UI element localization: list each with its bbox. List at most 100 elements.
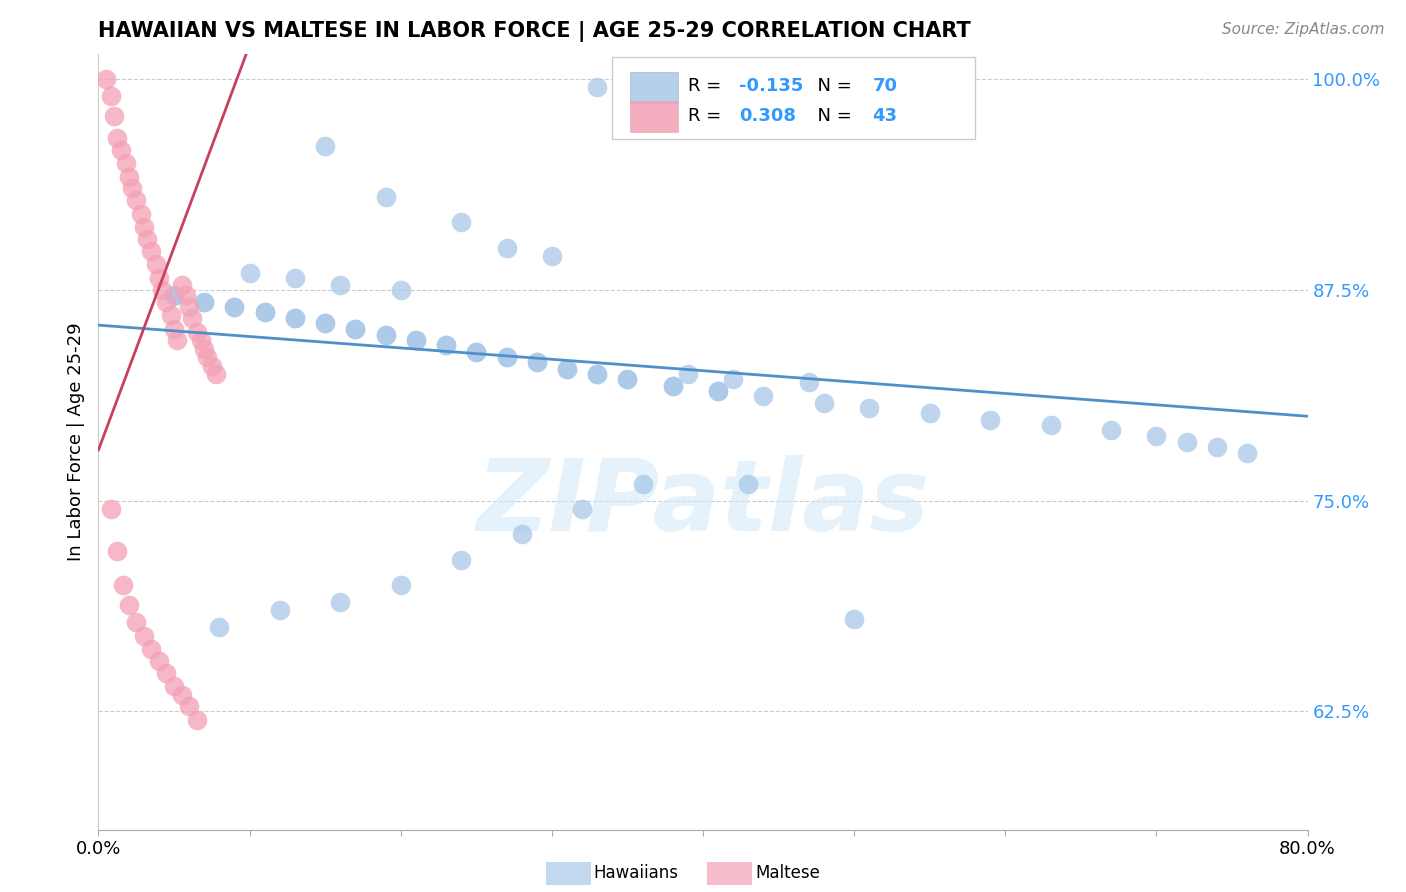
Point [314,317,336,331]
Text: N =: N = [806,107,858,125]
Point [129,207,152,221]
Point [510,527,533,541]
Point [148,271,170,285]
Point [253,304,276,318]
Point [284,311,307,326]
Point [495,350,517,364]
Point [160,308,183,322]
Point [1175,434,1198,449]
Point [114,156,136,170]
Point [661,379,683,393]
Point [224,300,246,314]
Point [374,190,396,204]
Point [586,367,609,381]
Point [344,321,367,335]
Point [389,578,412,592]
Point [813,395,835,409]
Point [526,355,548,369]
Point [105,544,128,558]
Y-axis label: In Labor Force | Age 25-29: In Labor Force | Age 25-29 [66,322,84,561]
Point [329,595,352,609]
Point [707,384,730,398]
Point [586,80,609,95]
FancyBboxPatch shape [630,71,678,103]
Point [495,350,517,364]
Point [918,406,941,420]
Point [616,372,638,386]
Text: 43: 43 [872,107,897,125]
Point [224,300,246,314]
Point [1099,423,1122,437]
Point [166,334,188,348]
Point [179,699,201,714]
Point [344,321,367,335]
Point [110,143,132,157]
Point [163,287,186,301]
Point [1144,429,1167,443]
Point [707,384,730,398]
Point [105,131,128,145]
Point [155,294,177,309]
Point [135,232,157,246]
Point [284,271,307,285]
Point [540,249,562,263]
Point [526,355,548,369]
FancyBboxPatch shape [613,57,976,139]
Point [111,578,134,592]
Point [208,620,231,634]
Point [118,598,141,612]
Text: 0.308: 0.308 [740,107,796,125]
Point [141,642,163,657]
Point [374,328,396,343]
Point [434,338,457,352]
Point [186,713,208,727]
Text: R =: R = [689,107,727,125]
Point [314,139,336,153]
Point [118,169,141,184]
Text: R =: R = [689,78,727,95]
Point [132,628,155,642]
Point [555,362,578,376]
Point [752,389,775,403]
Point [723,372,745,386]
Point [284,311,307,326]
Point [148,654,170,668]
Point [495,240,517,254]
Point [450,552,472,566]
Text: ZIPatlas: ZIPatlas [477,455,929,552]
Point [145,257,167,271]
Point [737,476,759,491]
Point [170,688,193,702]
Point [405,334,427,348]
Text: Source: ZipAtlas.com: Source: ZipAtlas.com [1222,22,1385,37]
Point [205,367,228,381]
Point [586,367,609,381]
Point [170,277,193,292]
Point [150,283,173,297]
Point [125,194,148,208]
Point [181,311,204,326]
Text: HAWAIIAN VS MALTESE IN LABOR FORCE | AGE 25-29 CORRELATION CHART: HAWAIIAN VS MALTESE IN LABOR FORCE | AGE… [98,21,972,42]
Point [163,289,186,303]
Point [253,304,276,318]
Point [100,502,122,516]
Point [1039,417,1062,432]
Point [190,334,212,348]
Point [239,266,262,280]
Point [174,287,197,301]
Point [616,372,638,386]
Point [314,317,336,331]
Point [1206,440,1229,454]
Text: N =: N = [806,78,858,95]
Text: -0.135: -0.135 [740,78,804,95]
Text: Hawaiians: Hawaiians [593,864,678,882]
Point [186,325,208,339]
Point [797,376,820,390]
Point [465,345,488,359]
Point [329,277,352,292]
Point [374,328,396,343]
Text: 70: 70 [872,78,897,95]
Point [121,181,143,195]
Point [141,244,163,258]
Point [405,334,427,348]
